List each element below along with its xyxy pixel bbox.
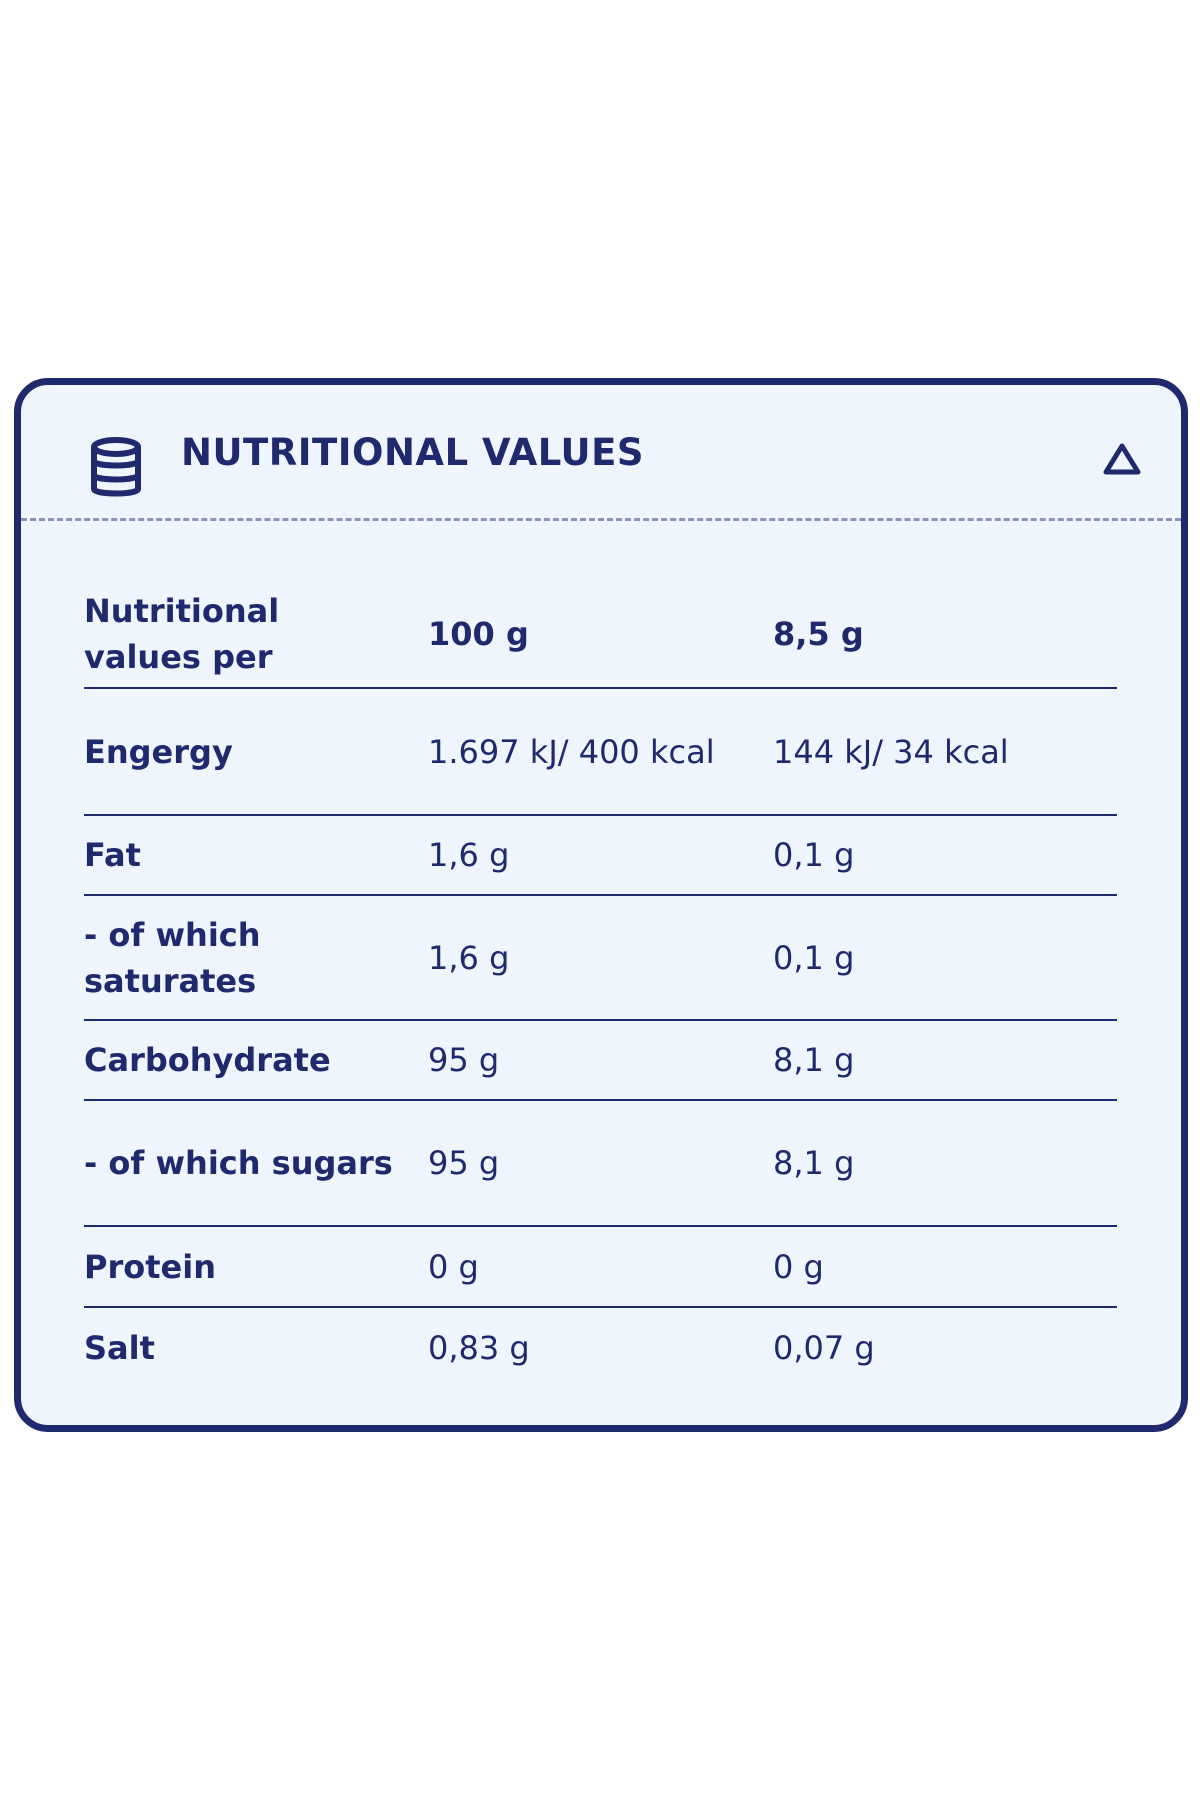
nutrient-value: 95 g xyxy=(428,1021,773,1101)
header-cell: Nutritional values per xyxy=(84,580,428,689)
nutrient-label: Engergy xyxy=(84,689,428,816)
nutrient-label: - of which sugars xyxy=(84,1101,428,1227)
nutrient-label: Protein xyxy=(84,1227,428,1308)
nutrient-value: 0,1 g xyxy=(773,816,1117,896)
nutrient-value: 1.697 kJ/ 400 kcal xyxy=(428,689,773,816)
nutrient-value: 8,1 g xyxy=(773,1021,1117,1101)
nutrition-card: NUTRITIONAL VALUES Nutritional values pe… xyxy=(14,378,1188,1432)
nutrient-value: 0 g xyxy=(428,1227,773,1308)
nutrient-value: 8,1 g xyxy=(773,1101,1117,1227)
nutrition-table: Nutritional values per 100 g 8,5 g Engergy 1… xyxy=(84,580,1117,1388)
nutrient-label: Salt xyxy=(84,1329,155,1367)
divider xyxy=(21,518,1181,521)
header-cell: 8,5 g xyxy=(773,580,1117,689)
nutrient-value: 144 kJ/ 34 kcal xyxy=(773,689,1117,816)
nutrient-value: 1,6 g xyxy=(428,896,773,1021)
nutrient-value: 0,1 g xyxy=(773,896,1117,1021)
nutrient-value: 95 g xyxy=(428,1101,773,1227)
nutrient-label: - of which saturates xyxy=(84,896,428,1021)
header-cell: 100 g xyxy=(428,580,773,689)
section-title: NUTRITIONAL VALUES xyxy=(181,431,645,474)
nutrient-value: 0,07 g xyxy=(773,1329,875,1367)
nutrient-value: 0,83 g xyxy=(428,1329,530,1367)
collapse-toggle[interactable] xyxy=(1101,441,1143,477)
nutrient-value: 1,6 g xyxy=(428,816,773,896)
nutrient-value: 0 g xyxy=(773,1227,1117,1308)
stack-icon xyxy=(91,437,141,497)
nutrient-label: Fat xyxy=(84,816,428,896)
nutrient-label: Carbohydrate xyxy=(84,1021,428,1101)
